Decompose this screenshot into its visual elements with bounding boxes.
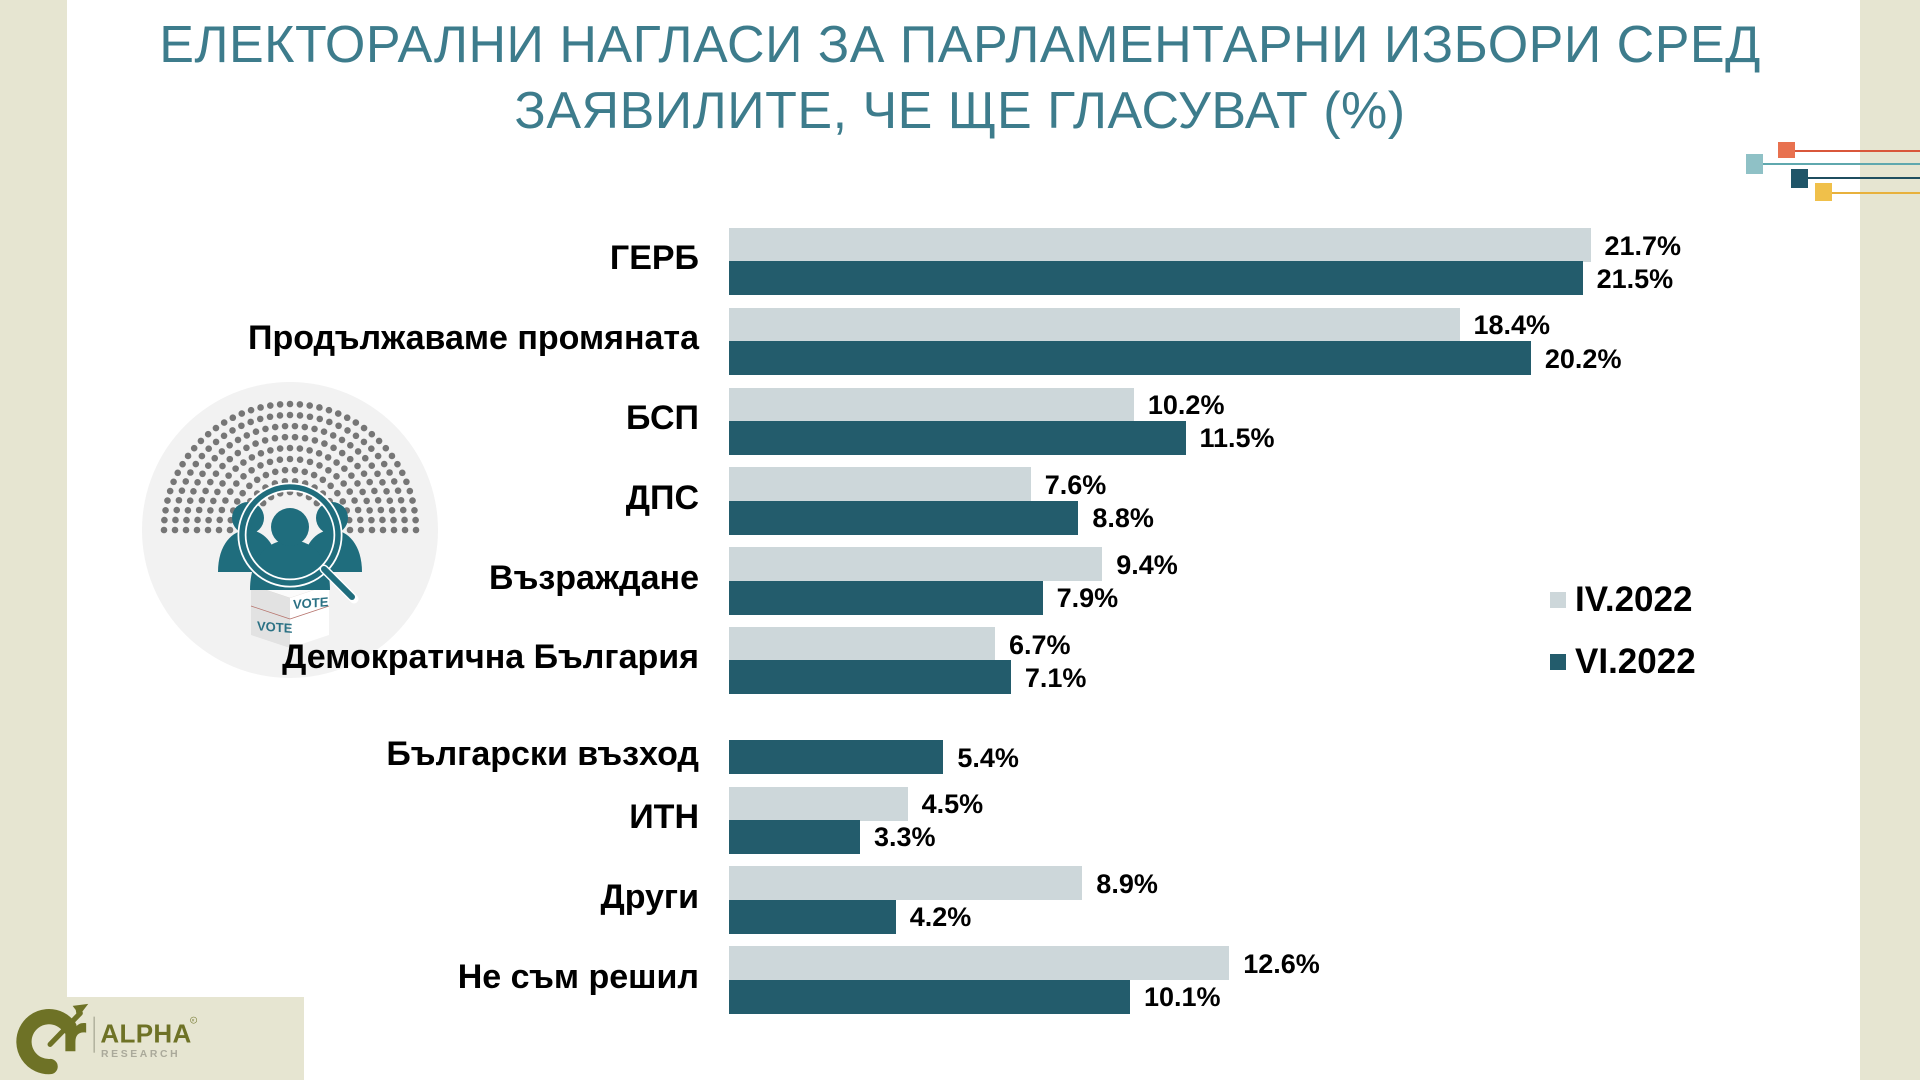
svg-text:VOTE: VOTE xyxy=(257,618,293,636)
svg-text:RESEARCH: RESEARCH xyxy=(101,1049,180,1060)
svg-text:R: R xyxy=(192,1018,195,1022)
svg-text:ALPHA: ALPHA xyxy=(100,1018,191,1048)
